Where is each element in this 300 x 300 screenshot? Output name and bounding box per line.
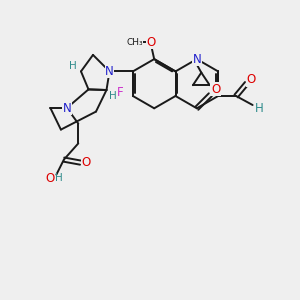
Text: O: O [211,83,220,96]
Text: O: O [45,172,54,185]
Text: N: N [192,52,201,66]
Text: N: N [105,65,114,78]
Text: O: O [147,35,156,49]
Text: O: O [81,156,90,169]
Text: H: H [109,91,116,101]
Text: H: H [255,101,264,115]
Text: F: F [117,86,124,99]
Text: CH₃: CH₃ [126,38,143,47]
Text: H: H [69,61,76,71]
Text: N: N [62,101,71,115]
Text: H: H [55,173,63,183]
Text: O: O [247,73,256,86]
